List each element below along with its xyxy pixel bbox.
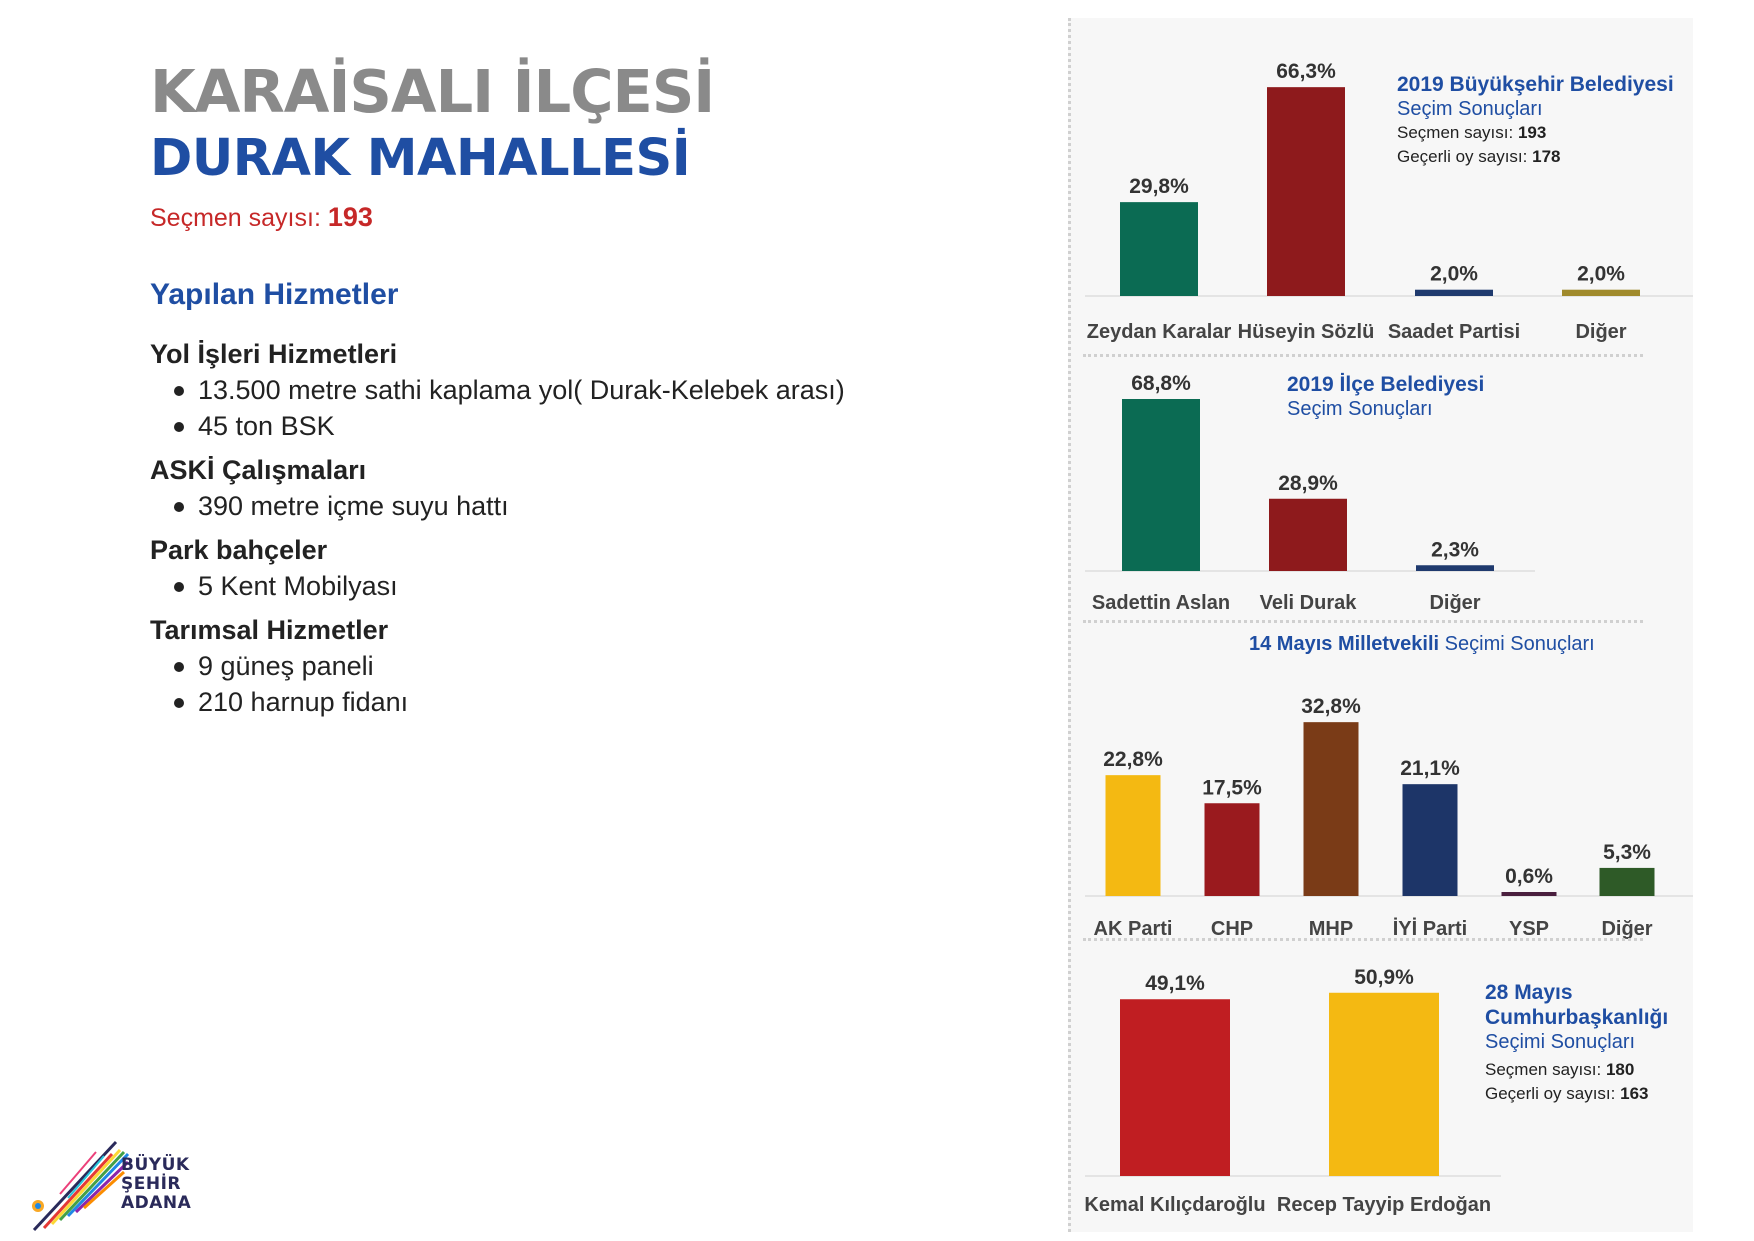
chart-bar xyxy=(1562,289,1640,296)
buyuksehir-adana-logo xyxy=(32,1140,130,1232)
chart-bar xyxy=(1402,784,1458,896)
president-valid-votes: Geçerli oy sayısı: 163 xyxy=(1485,1084,1649,1103)
chart-category-label: Saadet Partisi xyxy=(1388,321,1520,343)
service-item: 9 güneş paneli xyxy=(174,648,910,684)
chart-data-label: 32,8% xyxy=(1301,695,1361,718)
chart-category-label: Hüseyin Sözlü xyxy=(1238,321,1375,343)
chart-data-label: 2,0% xyxy=(1577,263,1625,286)
service-items: 5 Kent Mobilyası xyxy=(150,568,910,604)
chart-bar xyxy=(1416,565,1494,571)
service-item: 5 Kent Mobilyası xyxy=(174,568,910,604)
neighborhood-title: DURAK MAHALLESİ xyxy=(150,129,691,188)
district-title: 2019 İlçe Belediyesi xyxy=(1287,373,1485,396)
service-item: 45 ton BSK xyxy=(174,408,910,444)
chart-data-label: 2,0% xyxy=(1430,263,1478,286)
chart-category-label: Diğer xyxy=(1575,321,1626,343)
chart-category-label: Diğer xyxy=(1601,918,1652,940)
results-charts: 29,8% Zeydan Karalar 66,3% Hüseyin Sözlü 2,0… xyxy=(1084,60,1693,1216)
president-info: 28 Mayıs Cumhurbaşkanlığı Seçimi Sonuçla… xyxy=(1485,980,1668,1106)
service-item: 210 harnup fidanı xyxy=(174,684,910,720)
service-items: 9 güneş paneli 210 harnup fidanı xyxy=(150,648,910,720)
section-divider xyxy=(1083,620,1643,623)
chart-category-label: YSP xyxy=(1509,918,1549,940)
chart-bar xyxy=(1204,803,1260,896)
chart-bar xyxy=(1105,775,1161,896)
chart-category-label: Recep Tayyip Erdoğan xyxy=(1277,1194,1491,1216)
service-group-title: ASKİ Çalışmaları xyxy=(150,455,367,485)
chart-data-label: 49,1% xyxy=(1145,972,1205,995)
chart-category-label: Veli Durak xyxy=(1260,592,1358,614)
chart-category-label: CHP xyxy=(1211,918,1253,940)
voter-count-label: Seçmen sayısı: xyxy=(150,204,321,232)
chart-bar xyxy=(1267,87,1345,296)
chart-data-label: 68,8% xyxy=(1131,372,1191,395)
section-divider xyxy=(1083,938,1643,941)
chart-bar xyxy=(1415,289,1493,296)
services-list: Yol İşleri Hizmetleri 13.500 metre sathi… xyxy=(150,328,910,720)
service-group-title: Tarımsal Hizmetler xyxy=(150,615,389,645)
chart-bar xyxy=(1303,722,1359,896)
chart-bar xyxy=(1122,399,1200,571)
chart-data-label: 5,3% xyxy=(1603,841,1651,864)
chart-bar xyxy=(1501,892,1557,896)
voter-count-value: 193 xyxy=(327,202,373,232)
chart-bar xyxy=(1599,867,1655,896)
chart-bar xyxy=(1269,498,1347,571)
president-voters: Seçmen sayısı: 180 xyxy=(1485,1060,1635,1079)
section-divider xyxy=(1083,354,1643,357)
service-items: 13.500 metre sathi kaplama yol( Durak-Ke… xyxy=(150,372,910,444)
chart-data-label: 28,9% xyxy=(1278,472,1338,495)
logo-line: ADANA xyxy=(121,1193,192,1213)
president-title-2: Cumhurbaşkanlığı xyxy=(1485,1006,1669,1029)
logo-text: BÜYÜK ŞEHİR ADANA xyxy=(121,1156,191,1213)
service-items: 390 metre içme suyu hattı xyxy=(150,488,910,524)
chart-data-label: 29,8% xyxy=(1129,175,1189,198)
chart-category-label: MHP xyxy=(1309,918,1353,940)
metro-voters: Seçmen sayısı: 193 xyxy=(1397,123,1547,142)
chart-category-label: İYİ Parti xyxy=(1393,917,1467,940)
chart-data-label: 21,1% xyxy=(1400,757,1460,780)
district-title: KARAİSALI İLÇESİ xyxy=(150,57,715,126)
chart-bar xyxy=(1120,999,1230,1176)
parliament-title: 14 Mayıs Milletvekili Seçimi Sonuçları xyxy=(1249,633,1595,655)
service-group-title: Park bahçeler xyxy=(150,535,328,565)
district-subtitle: Seçim Sonuçları xyxy=(1287,398,1433,420)
chart-category-label: Zeydan Karalar xyxy=(1087,321,1232,343)
chart-category-label: Kemal Kılıçdaroğlu xyxy=(1084,1194,1265,1216)
service-group-title: Yol İşleri Hizmetleri xyxy=(150,339,398,369)
chart-bar xyxy=(1329,992,1439,1176)
service-item: 13.500 metre sathi kaplama yol( Durak-Ke… xyxy=(174,372,910,408)
service-item: 390 metre içme suyu hattı xyxy=(174,488,910,524)
logo-line: BÜYÜK xyxy=(121,1155,190,1175)
chart-bar xyxy=(1120,202,1198,296)
district-info: 2019 İlçe Belediyesi Seçim Sonuçları xyxy=(1287,372,1484,421)
chart-data-label: 0,6% xyxy=(1505,865,1553,888)
chart-data-label: 22,8% xyxy=(1103,748,1163,771)
voter-count: Seçmen sayısı: 193 xyxy=(150,202,373,233)
metro-valid-votes: Geçerli oy sayısı: 178 xyxy=(1397,147,1561,166)
president-subtitle: Seçimi Sonuçları xyxy=(1485,1031,1636,1053)
metro-info: 2019 Büyükşehir Belediyesi Seçim Sonuçla… xyxy=(1397,72,1674,169)
chart-category-label: Diğer xyxy=(1429,592,1480,614)
logo-line: ŞEHİR xyxy=(121,1174,181,1194)
chart-data-label: 17,5% xyxy=(1202,776,1262,799)
chart-data-label: 50,9% xyxy=(1354,966,1414,989)
metro-subtitle: Seçim Sonuçları xyxy=(1397,98,1543,120)
chart-data-label: 2,3% xyxy=(1431,538,1479,561)
chart-data-label: 66,3% xyxy=(1276,60,1336,83)
results-panel: 29,8% Zeydan Karalar 66,3% Hüseyin Sözlü 2,0… xyxy=(1068,18,1693,1232)
chart-category-label: AK Parti xyxy=(1094,918,1173,940)
services-title: Yapılan Hizmetler xyxy=(150,278,399,311)
president-title: 28 Mayıs xyxy=(1485,981,1573,1004)
chart-category-label: Sadettin Aslan xyxy=(1092,592,1230,614)
metro-title: 2019 Büyükşehir Belediyesi xyxy=(1397,73,1674,96)
